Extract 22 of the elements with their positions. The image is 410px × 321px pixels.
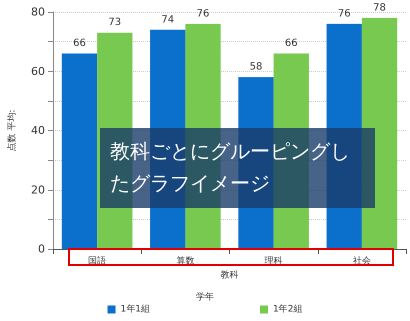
x-tick-label: 理科 <box>264 256 283 266</box>
data-label: 76 <box>338 8 351 20</box>
y-tick-label: 60 <box>31 64 45 78</box>
y-tick-label: 20 <box>31 183 45 196</box>
data-label: 66 <box>284 38 298 49</box>
data-label: 74 <box>161 14 174 26</box>
data-label: 66 <box>73 38 86 49</box>
y-tick-label: 80 <box>31 6 45 18</box>
bar <box>62 53 98 249</box>
data-label: 58 <box>250 62 262 73</box>
data-label: 73 <box>108 17 122 28</box>
y-tick-label: 0 <box>38 242 45 256</box>
x-axis-title: 教科 <box>220 269 238 280</box>
x-tick-label: 算数 <box>176 256 194 266</box>
data-label: 78 <box>373 2 386 14</box>
legend-label: 1年1組 <box>120 304 150 314</box>
y-tick-label: 40 <box>31 124 45 137</box>
annotation: 教科ごとにグルーピングしたグラフイメージ <box>110 141 350 195</box>
legend-label: 1年2組 <box>273 304 302 314</box>
legend-title: 学年 <box>196 292 214 302</box>
y-axis-title: 点数 平均: <box>6 110 18 152</box>
data-label: 76 <box>196 8 210 20</box>
